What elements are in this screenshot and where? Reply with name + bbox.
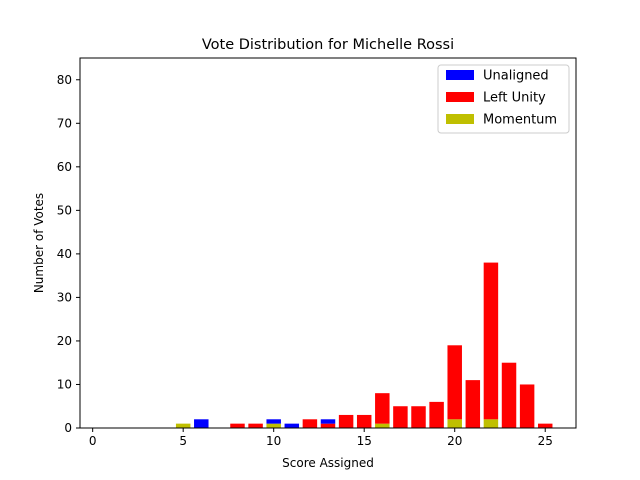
legend-label-left-unity: Left Unity <box>483 91 546 106</box>
bar-momentum-20 <box>447 419 462 428</box>
y-tick-label-60: 60 <box>57 160 72 174</box>
bars-layer <box>175 262 553 428</box>
bar-left-unity-25 <box>537 423 553 428</box>
x-tick-label-5: 5 <box>179 434 187 448</box>
x-axis: 0 5 10 15 20 25 <box>89 428 553 448</box>
bar-unaligned-13 <box>320 419 336 424</box>
bar-unaligned-10 <box>266 419 281 424</box>
x-tick-label-10: 10 <box>266 434 281 448</box>
bar-left-unity-9 <box>248 423 263 428</box>
x-tick-label-25: 25 <box>538 434 553 448</box>
bar-momentum-5 <box>175 423 191 428</box>
bar-left-unity-18 <box>411 406 426 428</box>
y-tick-label-80: 80 <box>57 73 72 87</box>
legend-label-unaligned: Unaligned <box>483 69 549 84</box>
bar-left-unity-16 <box>375 393 390 424</box>
x-tick-label-15: 15 <box>357 434 372 448</box>
chart-title: Vote Distribution for Michelle Rossi <box>202 37 454 53</box>
bar-unaligned-6 <box>194 419 209 428</box>
bar-left-unity-14 <box>338 414 354 428</box>
bar-left-unity-24 <box>519 384 535 428</box>
legend-swatch-left-unity <box>446 92 474 102</box>
bar-momentum-16 <box>375 423 390 428</box>
legend-label-momentum: Momentum <box>483 113 557 128</box>
bar-left-unity-8 <box>230 423 245 428</box>
bar-left-unity-23 <box>501 362 517 428</box>
y-axis-label: Number of Votes <box>32 193 46 293</box>
x-tick-label-20: 20 <box>447 434 462 448</box>
legend-swatch-unaligned <box>446 70 474 80</box>
bar-left-unity-21 <box>465 380 481 428</box>
bar-unaligned-11 <box>284 423 300 428</box>
y-tick-label-10: 10 <box>57 377 72 391</box>
y-tick-label-70: 70 <box>57 116 72 130</box>
bar-left-unity-20 <box>447 345 462 420</box>
bar-left-unity-17 <box>393 406 408 428</box>
y-tick-label-50: 50 <box>57 203 72 217</box>
y-tick-label-20: 20 <box>57 334 72 348</box>
x-tick-label-0: 0 <box>89 434 97 448</box>
y-tick-label-30: 30 <box>57 290 72 304</box>
y-tick-label-0: 0 <box>64 421 72 435</box>
bar-left-unity-12 <box>302 419 318 428</box>
bar-left-unity-19 <box>429 401 444 428</box>
plot-frame <box>79 57 577 429</box>
y-axis: 0 10 20 30 40 50 60 70 80 <box>57 73 80 435</box>
bar-momentum-10 <box>266 423 281 428</box>
bar-left-unity-13 <box>320 423 336 428</box>
bar-left-unity-15 <box>356 414 372 428</box>
bar-left-unity-22 <box>483 262 499 420</box>
bar-momentum-22 <box>483 419 499 428</box>
y-tick-label-40: 40 <box>57 247 72 261</box>
legend-swatch-momentum <box>446 114 474 124</box>
legend: Unaligned Left Unity Momentum <box>437 64 570 134</box>
x-axis-label: Score Assigned <box>282 456 374 470</box>
